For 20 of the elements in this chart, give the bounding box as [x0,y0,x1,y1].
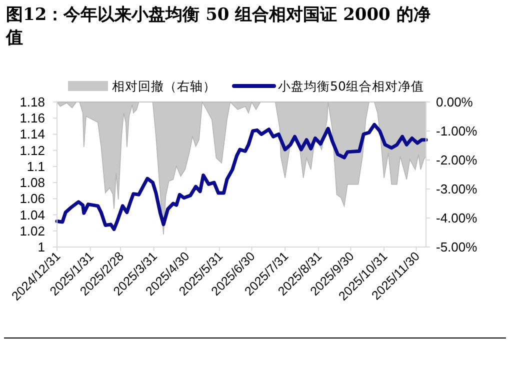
y-tick-label: 1.06 [20,191,45,206]
y2-tick-label: -5.00% [436,240,478,254]
y-tick-label: 1.1 [26,158,45,174]
y2-tick-label: -4.00% [436,210,478,226]
y2-tick-label: 0.00% [436,94,474,110]
chart-title: 图12：今年以来小盘均衡 50 组合相对国证 2000 的净值 [6,4,432,50]
y-tick-label: 1.04 [20,207,45,222]
y-tick-label: 1.08 [20,175,45,190]
y-tick-label: 1 [38,240,45,254]
y2-tick-label: -3.00% [436,182,478,196]
legend-label: 小盘均衡50组合相对净值 [278,78,424,94]
y2-tick-label: -2.00% [436,152,478,168]
y2-tick-label: -1.00% [436,124,478,138]
y-tick-label: 1.18 [20,94,45,110]
y-tick-label: 1.14 [20,126,45,142]
legend-label: 相对回撤（右轴） [112,78,216,94]
y-tick-label: 1.02 [20,223,45,238]
y-tick-label: 1.16 [20,110,45,126]
line-series [55,122,428,232]
y-tick-label: 1.12 [20,142,45,158]
